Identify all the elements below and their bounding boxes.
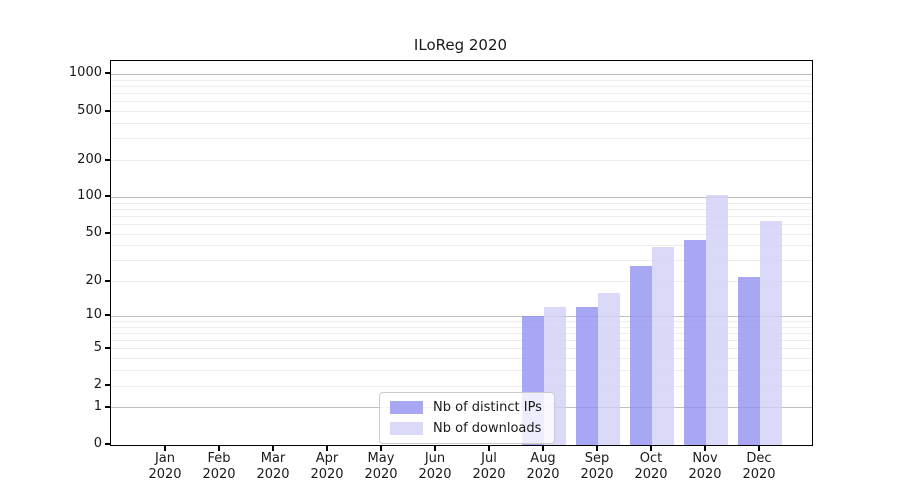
gridline-80 [111, 208, 812, 210]
gridline-40 [111, 245, 812, 247]
gridline-90 [111, 202, 812, 204]
y-tick-label-20: 20 [85, 272, 102, 288]
gridline-900 [111, 79, 812, 81]
bar-downloads-nov [706, 194, 728, 445]
x-tick-mark-nov [704, 446, 706, 451]
bar-distinct-ips-nov [684, 239, 706, 445]
bar-downloads-oct [652, 247, 674, 445]
gridline-10 [111, 315, 812, 317]
x-tick-label-feb: Feb 2020 [202, 451, 236, 482]
gridline-4 [111, 358, 812, 360]
y-tick-label-0: 0 [93, 436, 102, 451]
x-tick-label-may: May 2020 [364, 451, 398, 482]
bar-distinct-ips-dec [738, 276, 760, 445]
bar-distinct-ips-oct [630, 266, 652, 445]
x-tick-label-dec: Dec 2020 [742, 451, 776, 482]
x-tick-label-jul: Jul 2020 [472, 451, 506, 482]
x-tick-mark-may [380, 446, 382, 451]
gridline-20 [111, 281, 812, 283]
y-tick-label-50: 50 [85, 225, 102, 241]
x-tick-mark-jul [488, 446, 490, 451]
gridline-6 [111, 340, 812, 342]
y-tick-mark-1 [105, 405, 110, 408]
y-tick-label-1: 1 [93, 398, 102, 414]
x-tick-mark-sep [596, 446, 598, 451]
gridline-50 [111, 233, 812, 235]
bar-downloads-sep [598, 293, 620, 445]
y-tick-mark-100 [105, 195, 110, 198]
gridline-400 [111, 123, 812, 124]
legend-label-downloads: Nb of downloads [433, 421, 542, 436]
legend-swatch-distinct-ips [390, 401, 423, 414]
y-tick-label-100: 100 [77, 188, 102, 204]
legend-item-downloads: Nb of downloads [390, 421, 542, 436]
legend-swatch-downloads [390, 422, 423, 435]
x-tick-mark-jun [434, 446, 436, 451]
y-tick-mark-2 [105, 384, 110, 387]
gridline-30 [111, 260, 812, 262]
gridline-600 [111, 101, 812, 103]
y-tick-label-500: 500 [77, 102, 102, 118]
x-tick-mark-aug [542, 446, 544, 451]
y-tick-mark-5 [105, 346, 110, 349]
y-tick-mark-50 [105, 232, 110, 235]
gridline-70 [111, 215, 812, 217]
x-tick-label-sep: Sep 2020 [580, 451, 614, 482]
y-tick-mark-0 [105, 443, 110, 445]
y-tick-label-2: 2 [93, 377, 102, 393]
y-tick-mark-10 [105, 314, 110, 317]
gridline-300 [111, 138, 812, 140]
x-tick-mark-oct [650, 446, 652, 451]
x-tick-label-oct: Oct 2020 [634, 451, 668, 482]
x-tick-mark-jan [164, 446, 166, 451]
bar-downloads-dec [760, 221, 782, 445]
x-tick-mark-mar [272, 446, 274, 451]
x-tick-label-jun: Jun 2020 [418, 451, 452, 482]
gridline-7 [111, 332, 812, 334]
x-tick-mark-dec [758, 446, 760, 451]
gridline-800 [111, 85, 812, 87]
gridline-60 [111, 224, 812, 225]
y-tick-mark-1000 [105, 72, 110, 75]
gridline-9 [111, 321, 812, 322]
gridline-500 [111, 111, 812, 113]
y-tick-label-1000: 1000 [68, 65, 102, 81]
gridline-200 [111, 160, 812, 162]
x-tick-mark-apr [326, 446, 328, 451]
legend-item-distinct-ips: Nb of distinct IPs [390, 400, 542, 415]
y-tick-mark-200 [105, 158, 110, 161]
x-tick-label-mar: Mar 2020 [256, 451, 290, 482]
y-tick-label-10: 10 [85, 307, 102, 323]
y-tick-mark-20 [105, 279, 110, 282]
x-tick-label-apr: Apr 2020 [310, 451, 344, 482]
gridline-3 [111, 370, 812, 372]
x-tick-label-nov: Nov 2020 [688, 451, 722, 482]
x-tick-mark-feb [218, 446, 220, 451]
gridline-100 [111, 196, 812, 198]
legend-label-distinct-ips: Nb of distinct IPs [433, 400, 542, 415]
gridline-5 [111, 348, 812, 350]
gridline-1000 [111, 73, 812, 75]
gridline-8 [111, 326, 812, 328]
plot-area: Nb of distinct IPs Nb of downloads [110, 60, 813, 446]
y-tick-label-200: 200 [77, 151, 102, 167]
y-tick-mark-500 [105, 109, 110, 112]
chart-title: ILoReg 2020 [413, 36, 508, 54]
gridline-700 [111, 93, 812, 95]
gridline-2 [111, 385, 812, 387]
legend: Nb of distinct IPs Nb of downloads [379, 392, 555, 444]
bar-distinct-ips-sep [576, 307, 598, 445]
y-tick-label-5: 5 [93, 339, 102, 355]
x-tick-label-aug: Aug 2020 [526, 451, 560, 482]
x-tick-label-jan: Jan 2020 [148, 451, 182, 482]
